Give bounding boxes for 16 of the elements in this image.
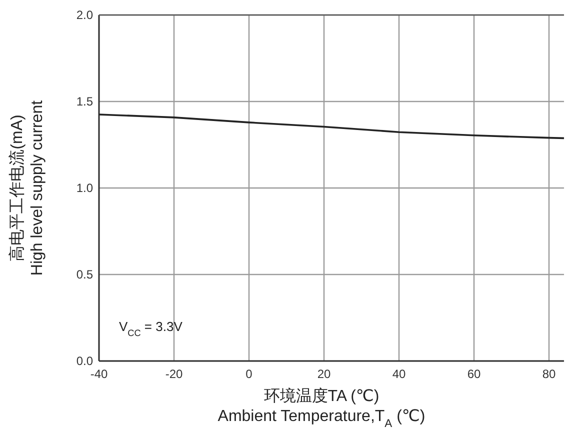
x-tick-label: -20 [165,367,183,381]
y-tick-label: 0.0 [76,354,94,368]
y-tick-label: 1.0 [76,181,94,195]
annotation: V$_{CC}$ = 3.3V [119,319,183,338]
y-tick-label: 2.0 [76,8,94,22]
x-axis-title: 环境温度TA (℃) Ambient Temperature,T$_{A}$ (℃) [218,387,426,430]
y-tick-label: 1.5 [76,94,94,108]
x-tick-label: 0 [246,367,253,381]
x-tick-label: -40 [90,367,108,381]
x-tick-label: 40 [392,367,406,381]
y-tick-label: 0.5 [76,268,94,282]
x-tick-label: 60 [467,367,481,381]
line-series [98,114,565,140]
y-axis-title: 高电平工作电流(mA) High level supply current [8,100,46,276]
x-tick-label: 80 [542,367,556,381]
x-tick-label: 20 [317,367,331,381]
